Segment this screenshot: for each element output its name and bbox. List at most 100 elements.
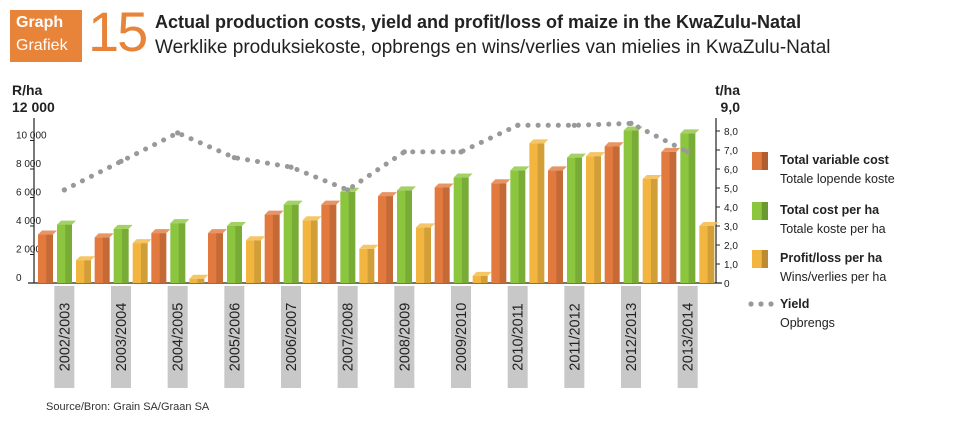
bar-profit-loss-body <box>359 248 375 283</box>
badge-label-en: Graph <box>16 14 64 31</box>
bar-total-cost-shade <box>348 191 356 283</box>
bar-profit-loss-body <box>302 220 318 283</box>
bar-total-cost-body <box>453 177 469 283</box>
legend-label-profit-loss: Profit/loss per ha <box>780 251 883 265</box>
bar-profit-loss-top <box>586 152 605 157</box>
bar-variable-cost <box>378 192 397 283</box>
y-axis-right-tick-label: 2,0 <box>724 241 738 252</box>
bar-variable-cost-body <box>94 237 110 283</box>
legend-label-variable-cost: Total variable cost <box>780 153 889 167</box>
bar-variable-cost-shade <box>272 214 280 283</box>
bar-variable-cost-top <box>491 179 511 184</box>
bar-profit-loss <box>189 274 209 283</box>
y-axis-right-tick-label: 1,0 <box>724 260 738 271</box>
category-label-bg <box>281 286 301 388</box>
yield-point <box>685 149 691 155</box>
bar-total-cost-top <box>453 173 473 178</box>
bar-variable-cost-shade <box>46 234 53 283</box>
category-label: 2005/2006 <box>227 303 243 372</box>
bar-total-cost <box>170 219 190 283</box>
bar-total-cost-shade <box>461 177 469 283</box>
bar-variable-cost-shade <box>499 183 507 283</box>
category-label: 2010/2011 <box>511 303 527 370</box>
bar-total-cost-top <box>567 153 586 158</box>
bar-profit-loss-shade <box>537 143 545 283</box>
category-label-bg <box>621 286 641 388</box>
category-label: 2003/2004 <box>114 303 130 372</box>
category-label-bg <box>224 286 245 388</box>
bar-variable-cost-body <box>38 234 53 283</box>
yield-line <box>61 120 691 193</box>
bar-total-cost-shade <box>575 157 582 283</box>
chart-title: Actual production costs, yield and profi… <box>155 12 802 32</box>
y-axis-left-tick-label: 8 000 <box>16 159 41 170</box>
bar-profit-loss-body <box>472 275 488 283</box>
bar-profit-loss-shade <box>650 178 658 283</box>
category-label-bg <box>451 286 471 388</box>
bar-variable-cost-top <box>548 166 567 171</box>
category-label: 2006/2007 <box>284 303 300 372</box>
category-label-bg <box>677 286 698 388</box>
bar-variable-cost-body <box>378 196 393 283</box>
bar-total-cost-body <box>57 224 72 283</box>
bar-variable-cost-shade <box>612 146 620 283</box>
bar-variable-cost-body <box>321 204 337 283</box>
bar-variable-cost-top <box>208 229 227 234</box>
y-axis-left-tick-label: 10 000 <box>16 131 47 142</box>
yield-point <box>401 149 407 155</box>
bar-profit-loss <box>529 139 549 283</box>
bar-profit-loss <box>586 152 605 283</box>
bar-profit-loss-top <box>699 222 719 226</box>
bar-variable-cost-top <box>321 200 341 205</box>
bar-variable-cost-body <box>208 233 223 283</box>
bar-profit-loss <box>472 271 492 283</box>
bar-total-cost <box>567 153 586 283</box>
y-axis-right-tick-label: 8,0 <box>724 127 738 138</box>
bar-profit-loss-shade <box>707 226 715 283</box>
y-axis-right-max-label: 9,0 <box>721 99 741 115</box>
bar-total-cost-top <box>283 200 303 205</box>
bar-profit-loss <box>246 236 265 283</box>
bar-profit-loss-top <box>642 174 662 179</box>
bar-variable-cost <box>661 147 681 283</box>
category-label-bg <box>337 286 358 388</box>
bar-total-cost-shade <box>65 224 72 283</box>
category-label-bg <box>507 286 528 388</box>
bar-profit-loss-top <box>529 139 549 144</box>
bar-total-cost <box>453 173 473 283</box>
yield-point <box>345 187 351 193</box>
y-axis-right-tick-label: 7,0 <box>724 146 738 157</box>
bar-profit-loss-shade <box>480 275 488 283</box>
category-label-bg <box>111 286 131 388</box>
bar-total-cost-shade <box>631 130 639 283</box>
bar-profit-loss-top <box>76 256 95 261</box>
bar-profit-loss-shade <box>594 156 601 283</box>
bar-variable-cost <box>208 229 227 283</box>
legend-label-total-cost: Total cost per ha <box>780 203 880 217</box>
bar-variable-cost-top <box>604 142 624 147</box>
y-axis-left-tick-label: 0 <box>16 273 22 284</box>
bar-variable-cost-shade <box>329 204 337 283</box>
bar-total-cost-top <box>227 222 246 226</box>
category-label-bg <box>564 286 585 388</box>
bar-profit-loss-body <box>76 260 91 283</box>
bar-profit-loss <box>642 174 662 283</box>
chart-subtitle: Werklike produksiekoste, opbrengs en win… <box>155 37 831 58</box>
graph-badge: Graph Grafiek <box>10 10 82 62</box>
bar-profit-loss-shade <box>197 278 205 283</box>
bar-variable-cost-shade <box>556 170 563 283</box>
bar-total-cost-shade <box>518 170 526 283</box>
bar-total-cost-body <box>113 228 129 283</box>
bar-profit-loss-top <box>132 239 152 244</box>
y-axis-right-tick-label: 0 <box>724 279 730 290</box>
bar-profit-loss-top <box>416 223 435 228</box>
bar-total-cost-shade <box>235 226 242 283</box>
legend-swatch-yield <box>748 301 774 307</box>
bar-total-cost-shade <box>291 204 299 283</box>
y-axis-left-max-label: 12 000 <box>12 99 55 115</box>
bar-total-cost-shade <box>688 133 696 283</box>
bar-variable-cost-body <box>548 170 563 283</box>
bar-total-cost-body <box>567 157 582 283</box>
bar-total-cost-body <box>283 204 299 283</box>
